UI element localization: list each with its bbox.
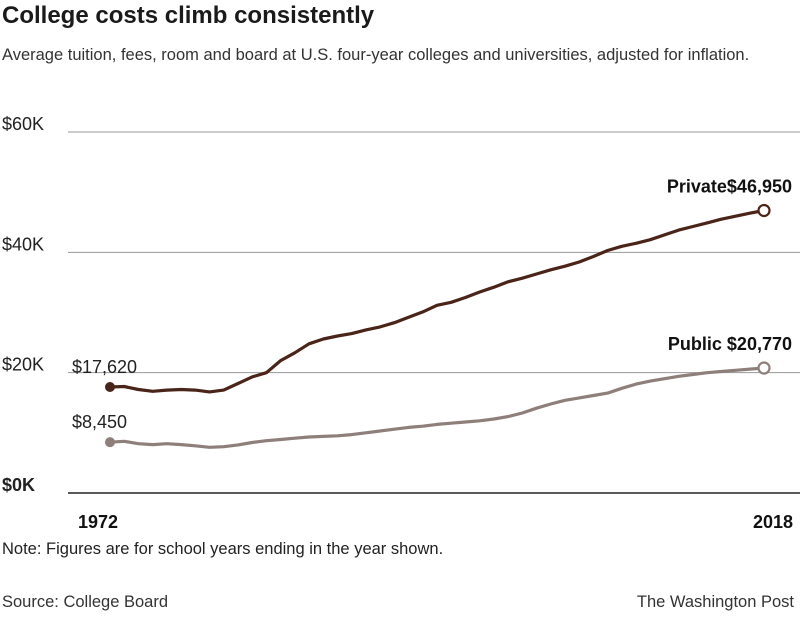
end-value-label: Private$46,950 [667,177,792,197]
end-value-label: Public $20,770 [668,334,792,354]
end-point [757,361,771,375]
start-value-label: $17,620 [72,357,137,377]
start-point [105,437,115,448]
series-end-value: $20,770 [727,334,792,354]
chart-subtitle: Average tuition, fees, room and board at… [2,46,750,64]
series-end-value: $46,950 [727,177,792,197]
y-tick-label: $20K [2,355,44,375]
chart-source: Source: College Board [2,593,169,611]
start-point [105,381,115,392]
x-tick-label: 1972 [78,512,118,532]
start-value-label: $8,450 [72,412,127,432]
series-name: Private [667,177,727,197]
end-point [757,203,771,218]
y-tick-label: $60K [2,114,44,134]
chart-credit: The Washington Post [636,593,794,611]
series-line [108,366,766,449]
y-tick-label: $0K [2,475,35,495]
series-line [108,208,766,394]
y-tick-label: $40K [2,234,44,254]
x-tick-label: 2018 [753,512,793,532]
series-name: Public [668,334,727,354]
chart-title: College costs climb consistently [2,2,375,29]
chart-note: Note: Figures are for school years endin… [2,540,444,558]
